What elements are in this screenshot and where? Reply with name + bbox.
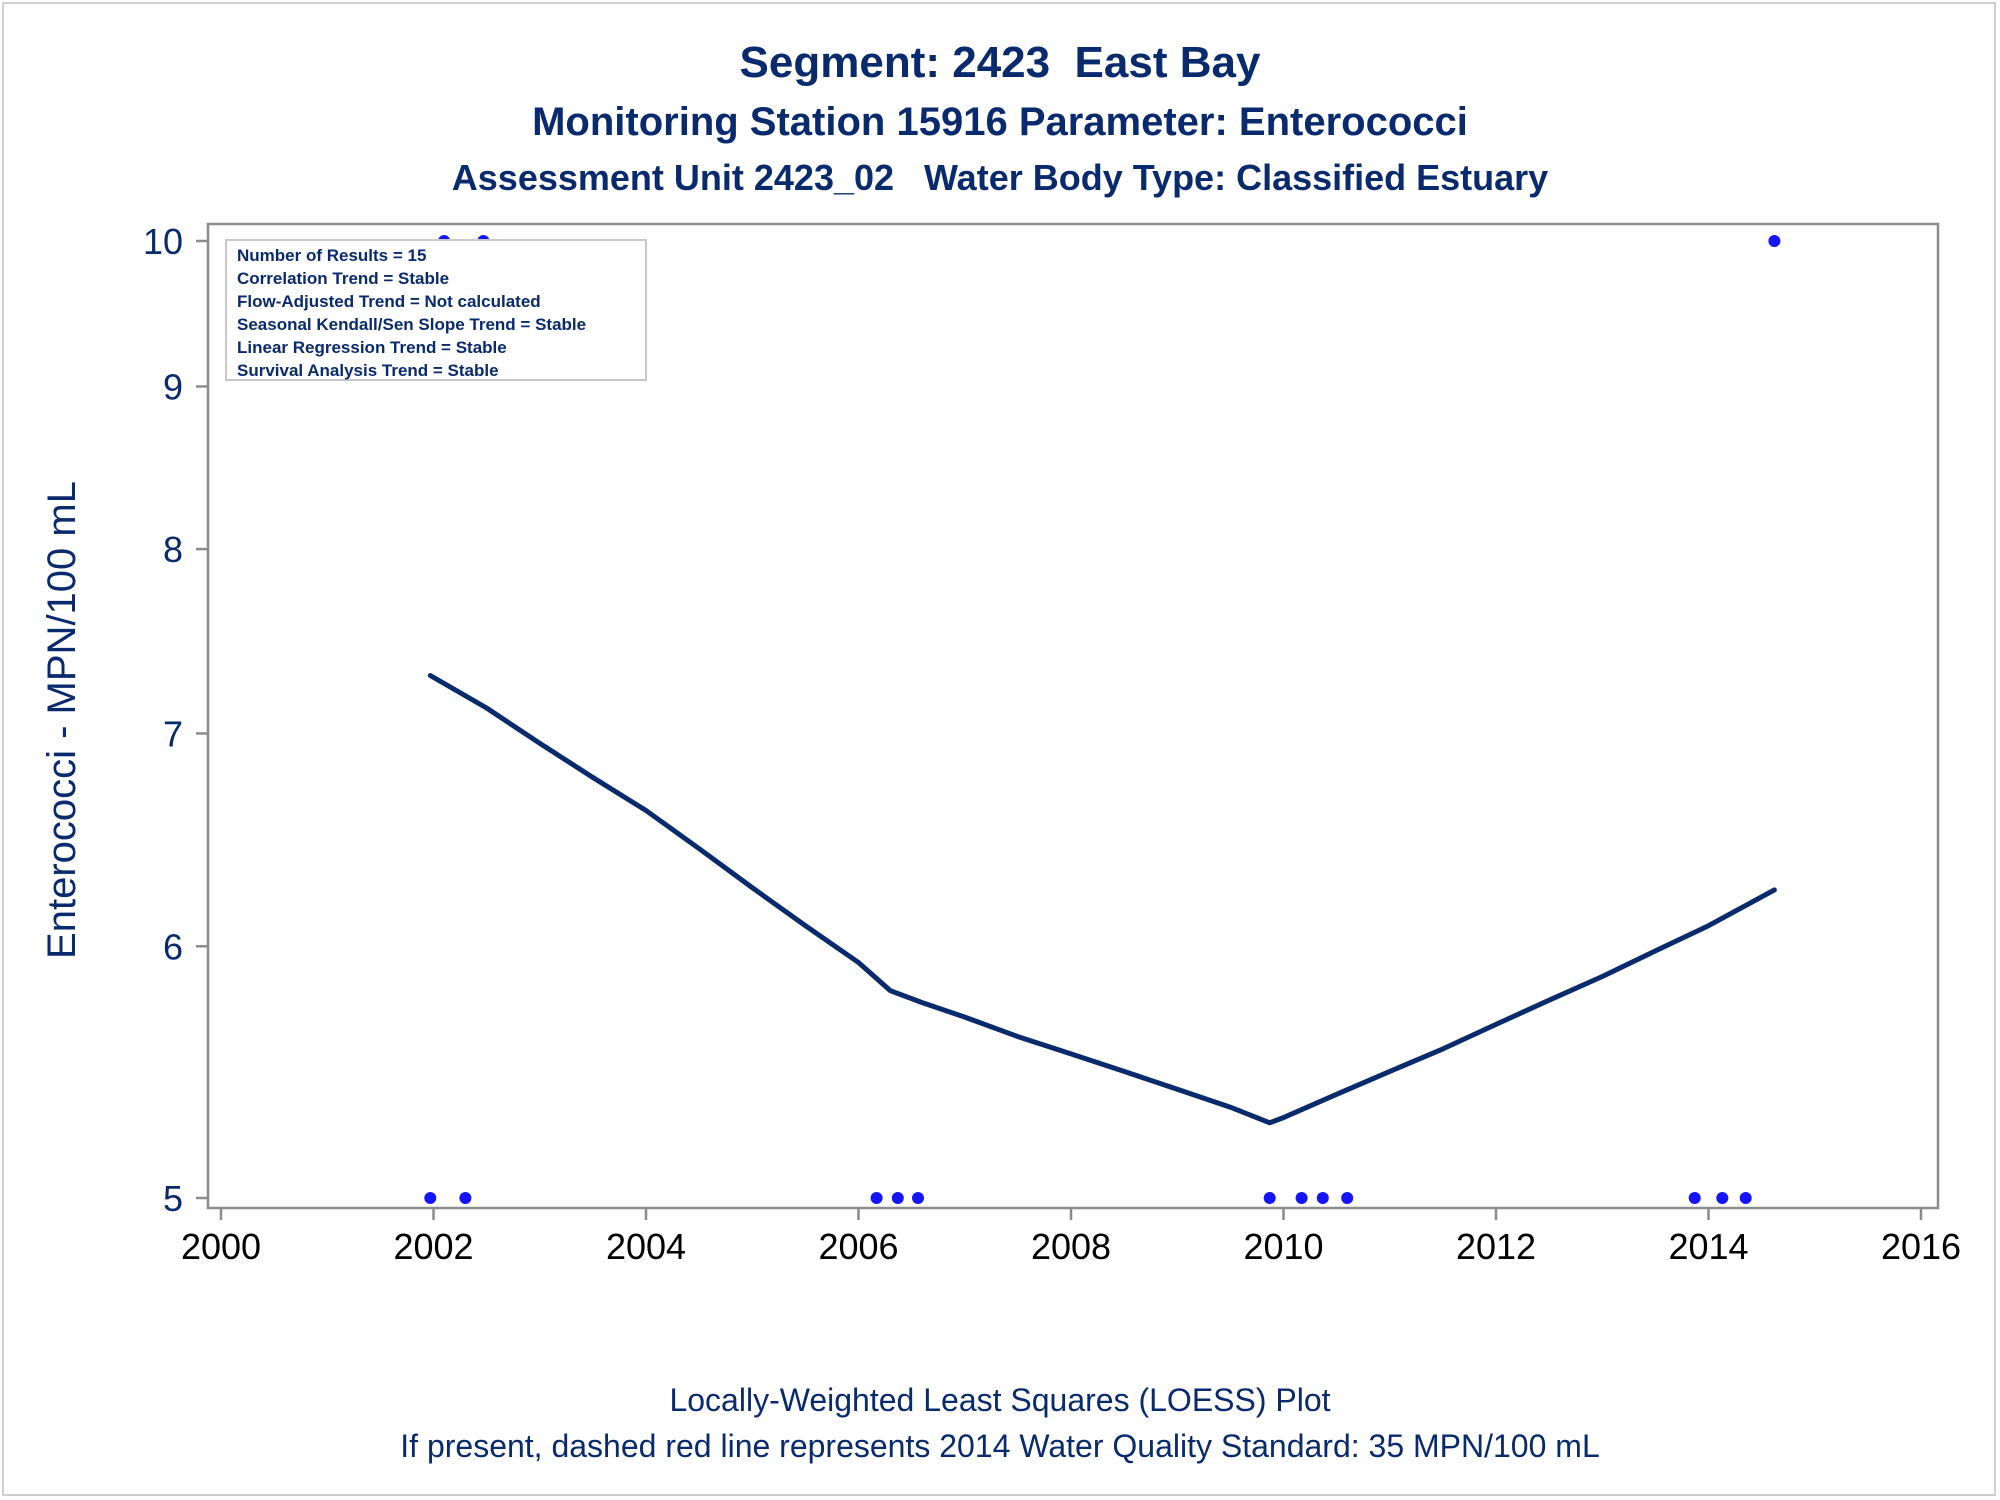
data-point [424,1192,437,1204]
plot-frame [206,222,1940,1210]
chart-title: Segment: 2423 East Bay [739,38,1261,87]
data-point [1341,1192,1354,1204]
footer-standard-note: If present, dashed red line represents 2… [400,1428,1600,1464]
x-tick-label: 2010 [1243,1226,1323,1267]
data-point [870,1192,883,1204]
data-point [1688,1192,1701,1204]
x-tick-label: 2006 [818,1226,898,1267]
stat-linear-regression-trend: Linear Regression Trend = Stable [237,338,507,357]
y-axis-label: Enterococci - MPN/100 mL [40,481,84,959]
chart-subtitle-station: Monitoring Station 15916 Parameter: Ente… [532,100,1468,144]
x-tick-label: 2016 [1881,1226,1961,1267]
loess-line [427,673,1777,1126]
data-point [891,1192,904,1204]
x-tick-label: 2008 [1031,1226,1111,1267]
y-tick-label: 7 [163,713,183,754]
data-point [1768,235,1781,247]
stats-legend-box: Number of Results = 15 Correlation Trend… [225,239,647,381]
x-axis: 2000 2002 2004 2006 2008 2010 2012 2014 2016 [181,1208,1961,1267]
x-tick-label: 2014 [1668,1226,1748,1267]
y-tick-label: 10 [143,221,183,262]
data-point [459,1192,472,1204]
x-tick-label: 2004 [606,1226,686,1267]
footer-method-note: Locally-Weighted Least Squares (LOESS) P… [669,1382,1331,1418]
y-tick-label: 9 [163,366,183,407]
y-tick-label: 6 [163,926,183,967]
data-point [1716,1192,1729,1204]
data-point [1263,1192,1276,1204]
chart-subtitle-assessment: Assessment Unit 2423_02 Water Body Type:… [451,157,1549,198]
stat-correlation-trend: Correlation Trend = Stable [237,269,450,288]
stat-survival-analysis-trend: Survival Analysis Trend = Stable [237,361,499,380]
x-tick-label: 2012 [1456,1226,1536,1267]
data-point [1295,1192,1308,1204]
plot-area-border [206,222,1940,1210]
y-tick-label: 8 [163,529,183,570]
y-axis: 5 6 7 8 9 10 [143,221,208,1219]
y-tick-label: 5 [163,1178,183,1219]
stat-flow-adjusted-trend: Flow-Adjusted Trend = Not calculated [237,292,541,311]
stat-number-of-results: Number of Results = 15 [237,246,427,265]
x-tick-label: 2000 [181,1226,261,1267]
stat-seasonal-kendall-trend: Seasonal Kendall/Sen Slope Trend = Stabl… [237,315,587,334]
data-point [1316,1192,1329,1204]
loess-line-series [427,673,1777,1126]
data-point [1739,1192,1752,1204]
x-tick-label: 2002 [393,1226,473,1267]
data-point [912,1192,924,1204]
